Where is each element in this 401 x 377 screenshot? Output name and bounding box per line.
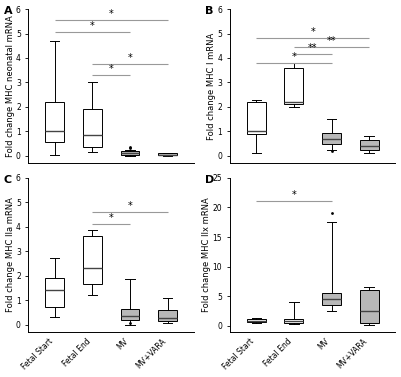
Text: *: *: [128, 201, 132, 211]
Text: *: *: [310, 27, 315, 37]
Text: *: *: [292, 52, 296, 61]
PathPatch shape: [83, 236, 102, 284]
Y-axis label: Fold change MHC neonatal mRNA: Fold change MHC neonatal mRNA: [6, 15, 14, 157]
PathPatch shape: [121, 152, 140, 155]
PathPatch shape: [322, 293, 341, 305]
Text: *: *: [90, 21, 95, 31]
PathPatch shape: [83, 109, 102, 147]
Text: *: *: [109, 213, 113, 223]
Text: B: B: [205, 6, 213, 16]
PathPatch shape: [360, 290, 379, 323]
Text: D: D: [205, 175, 215, 185]
PathPatch shape: [284, 68, 303, 104]
Text: *: *: [128, 53, 132, 63]
Text: A: A: [4, 6, 12, 16]
PathPatch shape: [247, 319, 266, 322]
Y-axis label: Fold change MHC IIx mRNA: Fold change MHC IIx mRNA: [202, 198, 211, 312]
PathPatch shape: [158, 310, 177, 321]
PathPatch shape: [45, 102, 64, 143]
Y-axis label: Fold change MHC I mRNA: Fold change MHC I mRNA: [207, 32, 216, 140]
Text: **: **: [308, 43, 318, 53]
Text: C: C: [4, 175, 12, 185]
Text: **: **: [327, 36, 336, 46]
PathPatch shape: [45, 278, 64, 307]
PathPatch shape: [322, 133, 341, 144]
PathPatch shape: [158, 153, 177, 155]
PathPatch shape: [360, 140, 379, 150]
Text: *: *: [292, 190, 296, 200]
PathPatch shape: [121, 309, 140, 320]
PathPatch shape: [284, 319, 303, 323]
Text: *: *: [109, 64, 113, 74]
Y-axis label: Fold change MHC IIa mRNA: Fold change MHC IIa mRNA: [6, 198, 14, 312]
PathPatch shape: [247, 102, 266, 134]
Text: *: *: [109, 9, 113, 19]
